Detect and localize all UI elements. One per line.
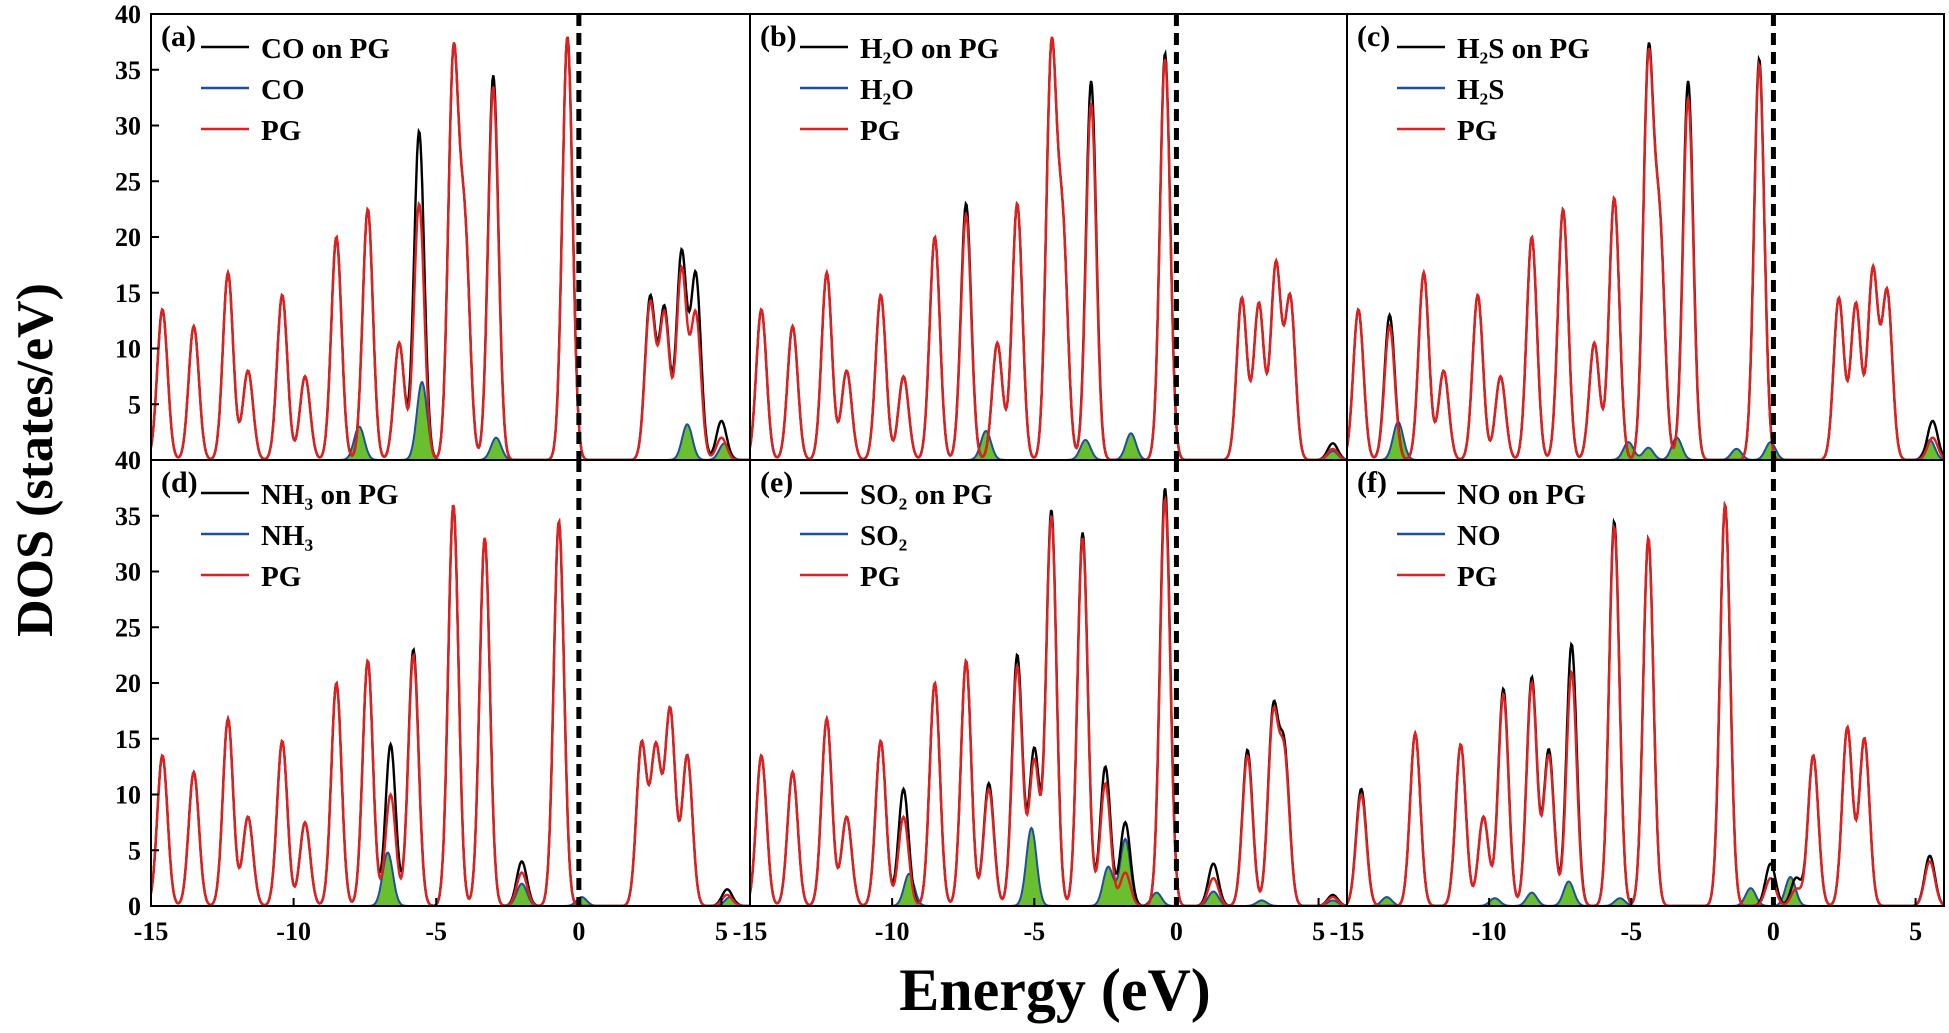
gas-dos-fill xyxy=(1347,422,1944,460)
gas-dos-fill xyxy=(1347,877,1944,906)
x-tick-label: -10 xyxy=(276,917,311,946)
x-tick-label: -15 xyxy=(733,917,768,946)
y-tick-label: 5 xyxy=(128,390,141,419)
y-tick-label: 35 xyxy=(115,502,141,531)
plot-area xyxy=(750,460,1347,906)
legend-entry: H₂S on PG xyxy=(1457,33,1590,65)
pg-dos-line xyxy=(151,36,750,460)
y-tick-label: 10 xyxy=(115,781,141,810)
y-tick-label: 20 xyxy=(115,223,141,252)
panel-c: (c) H₂S on PG H₂S PG xyxy=(1346,13,1945,461)
y-tick-label: 10 xyxy=(115,335,141,364)
x-tick-label: -15 xyxy=(1330,917,1365,946)
y-tick-label: 0 xyxy=(128,892,141,921)
y-tick-label: 40 xyxy=(115,446,141,475)
x-axis-title: Energy (eV) xyxy=(899,957,1211,1023)
legend-entry: PG xyxy=(1457,115,1497,147)
pg-dos-line xyxy=(1347,500,1944,906)
panel-label: (a) xyxy=(161,20,196,53)
x-tick-label: 0 xyxy=(1170,917,1183,946)
y-tick-label: 20 xyxy=(115,669,141,698)
plot-area xyxy=(750,14,1347,460)
panel-b: (b) H₂O on PG H₂O PG xyxy=(749,13,1348,461)
legend-entry: CO on PG xyxy=(261,33,390,65)
panel-f: -15 -10 -5 0 5 (f) NO on PG NO PG xyxy=(1330,459,1945,946)
x-tick-label: 5 xyxy=(1312,917,1325,946)
y-tick-label: 40 xyxy=(115,0,141,29)
legend-entry: PG xyxy=(860,115,900,147)
plot-area xyxy=(151,14,750,460)
panel-frame xyxy=(749,459,1348,907)
x-tick-label: -5 xyxy=(425,917,447,946)
panel-label: (b) xyxy=(760,20,797,53)
x-tick-label: 0 xyxy=(1767,917,1780,946)
x-tick-label: 5 xyxy=(715,917,728,946)
pg-dos-line xyxy=(750,495,1347,906)
panel-frame xyxy=(1346,459,1945,907)
legend-entry: PG xyxy=(261,561,301,593)
legend-entry: PG xyxy=(860,561,900,593)
pg-dos-line xyxy=(151,504,750,906)
legend-entry: NO on PG xyxy=(1457,479,1586,511)
legend-entry: H₂O on PG xyxy=(860,33,999,65)
panel-label: (e) xyxy=(760,466,793,499)
panel-label: (d) xyxy=(161,466,198,499)
legend-entry: PG xyxy=(1457,561,1497,593)
legend-entry: H₂S xyxy=(1457,74,1504,106)
y-tick-label: 30 xyxy=(115,112,141,141)
y-tick-label: 25 xyxy=(115,613,141,642)
gas-dos-line xyxy=(750,430,1347,460)
legend-entry: H₂O xyxy=(860,74,914,106)
x-tick-label: -5 xyxy=(1620,917,1642,946)
y-axis-title: DOS (states/eV) xyxy=(7,283,64,637)
panel-a: 5 10 15 20 25 30 35 40 (a) CO on PG CO PG xyxy=(115,0,751,461)
x-tick-label: -5 xyxy=(1023,917,1045,946)
legend-entry: NH₃ on PG xyxy=(261,479,399,511)
plot-area xyxy=(1347,460,1944,906)
x-tick-label: 5 xyxy=(1909,917,1922,946)
y-tick-label: 5 xyxy=(128,836,141,865)
y-tick-label: 15 xyxy=(115,279,141,308)
panel-label: (f) xyxy=(1357,466,1387,499)
plot-area xyxy=(1347,14,1944,460)
y-tick-label: 25 xyxy=(115,167,141,196)
legend-entry: SO₂ on PG xyxy=(860,479,993,511)
legend-entry: CO xyxy=(261,74,305,106)
pg-dos-line xyxy=(750,36,1347,460)
x-tick-label: -10 xyxy=(875,917,910,946)
legend-entry: SO₂ xyxy=(860,520,907,552)
x-tick-label: 0 xyxy=(572,917,585,946)
gas-dos-fill xyxy=(750,431,1347,460)
panel-label: (c) xyxy=(1357,20,1390,53)
legend-entry: PG xyxy=(261,115,301,147)
y-tick-label: 35 xyxy=(115,56,141,85)
panels-group: 5 10 15 20 25 30 35 40 (a) CO on PG CO PG (b) H₂O on … xyxy=(115,0,1945,946)
x-tick-label: -15 xyxy=(134,917,169,946)
plot-area xyxy=(151,460,750,906)
pg-dos-line xyxy=(1347,47,1944,460)
panel-d: -15 -10 -5 0 5 0 5 10 15 20 25 30 35 40 (d) NH₃ on PG NH… xyxy=(115,446,751,946)
legend-entry: NO xyxy=(1457,520,1501,552)
gas-dos-line xyxy=(1347,420,1944,460)
y-tick-label: 30 xyxy=(115,558,141,587)
gas-dos-line xyxy=(1347,875,1944,906)
y-tick-label: 15 xyxy=(115,725,141,754)
gas-dos-fill xyxy=(151,382,750,460)
legend-entry: NH₃ xyxy=(261,520,314,552)
x-tick-label: -10 xyxy=(1472,917,1507,946)
panel-e: -15 -10 -5 0 5 (e) SO₂ on PG SO₂ PG xyxy=(733,459,1348,946)
